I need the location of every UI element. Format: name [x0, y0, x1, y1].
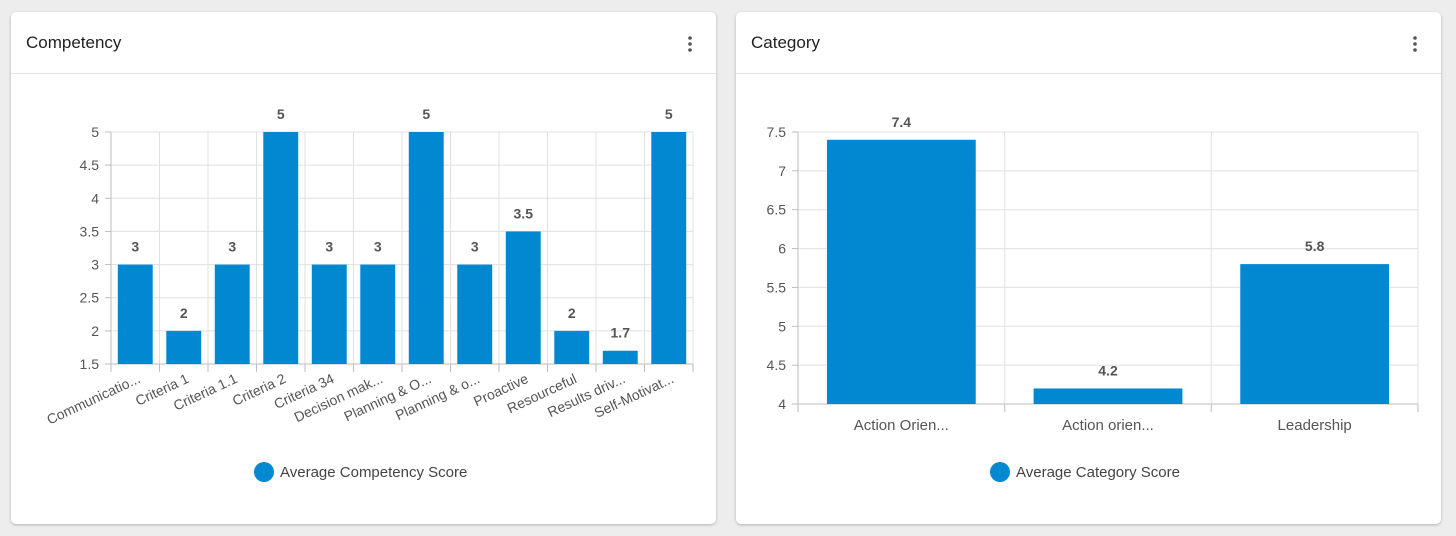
x-tick-label: Leadership [1278, 417, 1352, 434]
data-label: 7.4 [892, 114, 912, 130]
bar[interactable] [263, 132, 299, 364]
data-label: 2 [180, 305, 188, 321]
bar[interactable] [360, 264, 396, 364]
y-tick-label: 5.5 [767, 279, 787, 295]
chart-legend[interactable]: Average Competency Score [254, 462, 467, 482]
y-tick-label: 5 [778, 318, 786, 334]
card-header: Category [736, 12, 1441, 74]
y-tick-label: 7.5 [767, 124, 787, 140]
x-tick-label: Action Orien... [854, 417, 949, 434]
data-label: 4.2 [1098, 362, 1118, 378]
data-label: 2 [568, 305, 576, 321]
y-tick-label: 3 [91, 257, 99, 273]
chart-legend[interactable]: Average Category Score [990, 462, 1180, 482]
bar[interactable] [311, 264, 347, 364]
legend-label: Average Competency Score [280, 463, 468, 481]
y-tick-label: 2.5 [80, 290, 100, 306]
y-tick-label: 4.5 [80, 157, 100, 173]
category-chart: 4 4.5 5 5.5 6 6.5 7 7.5 7.4 Action Orien... 4.2 Act… [767, 114, 1419, 434]
data-label: 3 [471, 239, 479, 255]
kebab-menu-icon[interactable] [1409, 34, 1421, 54]
data-label: 3 [131, 239, 139, 255]
bar[interactable] [651, 132, 687, 364]
legend-marker [990, 462, 1010, 482]
kebab-menu-icon[interactable] [684, 34, 696, 54]
bar[interactable] [505, 231, 541, 364]
y-tick-label: 1.5 [80, 356, 100, 372]
data-label: 3 [228, 239, 236, 255]
legend-marker [254, 462, 274, 482]
y-tick-label: 5 [91, 124, 99, 140]
bar[interactable] [1033, 388, 1183, 404]
data-label: 3 [374, 239, 382, 255]
x-tick-label: Action orien... [1062, 417, 1154, 434]
card-title: Competency [26, 33, 122, 52]
data-label: 5.8 [1305, 238, 1325, 254]
y-tick-label: 4 [91, 190, 99, 206]
data-label: 5 [422, 106, 430, 122]
x-tick-label: Communicatio... [44, 370, 142, 427]
bar[interactable] [1240, 264, 1390, 404]
bar[interactable] [826, 139, 976, 404]
data-label: 5 [277, 106, 285, 122]
data-label: 3 [325, 239, 333, 255]
y-tick-label: 4 [778, 396, 786, 412]
data-label: 3.5 [514, 205, 534, 221]
competency-card: Competency 1.5 2 2.5 3 3.5 4 4.5 5 3 Communicatio… [11, 12, 716, 524]
card-title: Category [751, 33, 820, 52]
y-tick-label: 7 [778, 163, 786, 179]
y-tick-label: 6 [778, 241, 786, 257]
legend-label: Average Category Score [1016, 463, 1180, 481]
card-header: Competency [11, 12, 716, 74]
bar[interactable] [214, 264, 250, 364]
y-tick-label: 2 [91, 323, 99, 339]
bar[interactable] [602, 350, 638, 364]
y-tick-label: 3.5 [80, 223, 100, 239]
bar[interactable] [408, 132, 444, 364]
bar[interactable] [117, 264, 153, 364]
bar[interactable] [166, 330, 202, 364]
data-label: 1.7 [611, 325, 631, 341]
y-tick-label: 4.5 [767, 357, 787, 373]
category-card: Category 4 4.5 5 5.5 6 6.5 7 7.5 7.4 Action Orien… [736, 12, 1441, 524]
competency-chart: 1.522.533.544.553Communicatio...2Criteri… [44, 106, 694, 427]
data-label: 5 [665, 106, 673, 122]
bar[interactable] [457, 264, 493, 364]
y-tick-label: 6.5 [767, 202, 787, 218]
bar[interactable] [554, 330, 590, 364]
